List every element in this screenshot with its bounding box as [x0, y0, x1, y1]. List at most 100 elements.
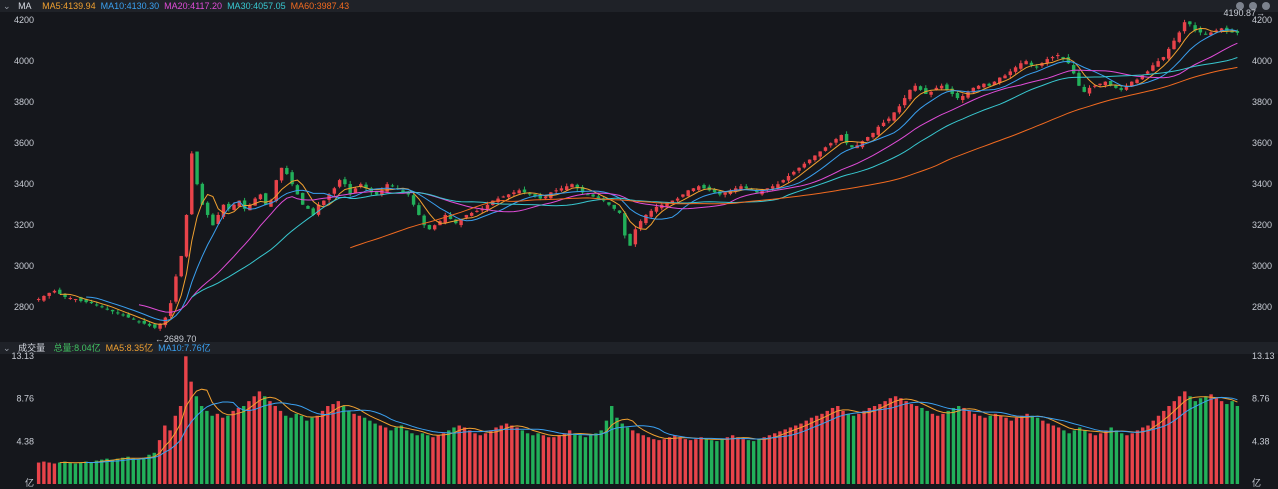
price-tick-left: 3200 [14, 220, 34, 230]
candle-body [543, 196, 548, 199]
ma-line-30 [191, 57, 1238, 298]
candle-body [110, 309, 115, 312]
volume-bar [404, 430, 409, 484]
candle-body [512, 192, 516, 194]
volume-bar [588, 435, 593, 484]
candle-body [1003, 75, 1007, 79]
volume-bar [788, 427, 793, 484]
volume-bar [368, 420, 372, 484]
candle-body [1235, 30, 1240, 33]
candle-body [1061, 57, 1065, 60]
price-tick-left: 3000 [14, 261, 34, 271]
volume-bar [63, 461, 67, 484]
candle-body [939, 85, 944, 89]
volume-bar [872, 406, 877, 484]
candle-body [263, 193, 268, 205]
volume-bar [247, 401, 251, 484]
chevron-down-icon[interactable]: ⌄ [3, 1, 11, 11]
volume-bar [452, 427, 456, 484]
volume-bar [510, 425, 514, 484]
candle-body [158, 323, 162, 329]
candle-body [807, 159, 812, 164]
candle-body [776, 184, 780, 188]
volume-ma-line-10 [85, 396, 1238, 463]
volume-bar [610, 406, 614, 484]
candle-body [992, 81, 997, 86]
candle-body [485, 204, 490, 210]
candle-body [343, 179, 347, 185]
candle-body [829, 143, 833, 146]
candle-body [454, 219, 458, 224]
candle-body [881, 122, 886, 126]
candle-body [1156, 61, 1160, 67]
volume-bar [552, 437, 556, 484]
volume-bar [751, 441, 756, 484]
ma-legend-4: MA60:3987.43 [290, 1, 350, 11]
volume-bar [447, 430, 451, 484]
candle-body [227, 203, 231, 209]
candle-body [559, 188, 564, 191]
plus-icon[interactable] [1249, 2, 1257, 10]
volume-bar [1035, 417, 1040, 484]
volume-bar [1130, 433, 1134, 484]
candle-body [987, 83, 991, 86]
price-tick-right: 2800 [1252, 302, 1272, 312]
volume-bar [268, 401, 272, 484]
volume-bar [993, 413, 998, 484]
minus-icon[interactable] [1236, 2, 1244, 10]
volume-bar [594, 433, 598, 484]
volume-bar [1156, 415, 1161, 484]
volume-bar [851, 415, 856, 484]
volume-bar [68, 462, 72, 484]
volume-bar [73, 463, 78, 484]
candle-body [427, 224, 432, 230]
candle-body [712, 189, 717, 193]
candle-body [1103, 81, 1108, 86]
volume-bar [1093, 435, 1098, 484]
volume-bar [252, 396, 256, 484]
volume-bar [1051, 425, 1056, 484]
candle-body [945, 84, 949, 90]
candle-body [52, 290, 57, 293]
chevron-down-icon[interactable]: ⌄ [3, 343, 11, 353]
candle-body [723, 192, 727, 195]
candle-body [786, 176, 791, 181]
candle-body [865, 137, 870, 141]
volume-bar [683, 439, 688, 484]
volume-bar [999, 415, 1003, 484]
volume-bar [1235, 406, 1240, 484]
volume-bar [662, 439, 666, 484]
volume-legend-bar: ⌄ 成交量 总量:8.04亿 MA5:8.35亿 MA10:7.76亿 [0, 342, 1278, 354]
volume-bar [762, 437, 766, 484]
settings-icon[interactable] [1262, 2, 1270, 10]
volume-bar [967, 410, 971, 484]
volume-bar [362, 417, 367, 484]
candle-body [464, 214, 469, 218]
candle-body [47, 292, 51, 296]
candle-body [596, 196, 601, 199]
candle-body [337, 180, 342, 187]
candle-body [411, 195, 416, 205]
volume-bar [972, 413, 977, 484]
candle-body [644, 214, 648, 224]
candle-body [623, 213, 627, 236]
volume-bar [620, 423, 624, 484]
volume-bar [1062, 430, 1066, 484]
volume-bar [746, 440, 751, 484]
volume-bar [436, 435, 440, 484]
candle-body [586, 194, 590, 196]
candle-body [934, 87, 939, 90]
volume-bar [425, 435, 430, 484]
volume-bar [1177, 396, 1182, 484]
candle-body [126, 314, 131, 318]
price-annotation: 4190.87→ [1223, 8, 1265, 18]
candle-body [459, 219, 463, 226]
candle-body [105, 308, 110, 310]
candle-body [1093, 85, 1097, 87]
candle-body [971, 87, 976, 93]
volume-bar [904, 401, 908, 484]
candle-body [955, 92, 960, 99]
volume-bar [1083, 430, 1087, 484]
candle-body [802, 163, 807, 168]
candle-body [1087, 87, 1092, 94]
